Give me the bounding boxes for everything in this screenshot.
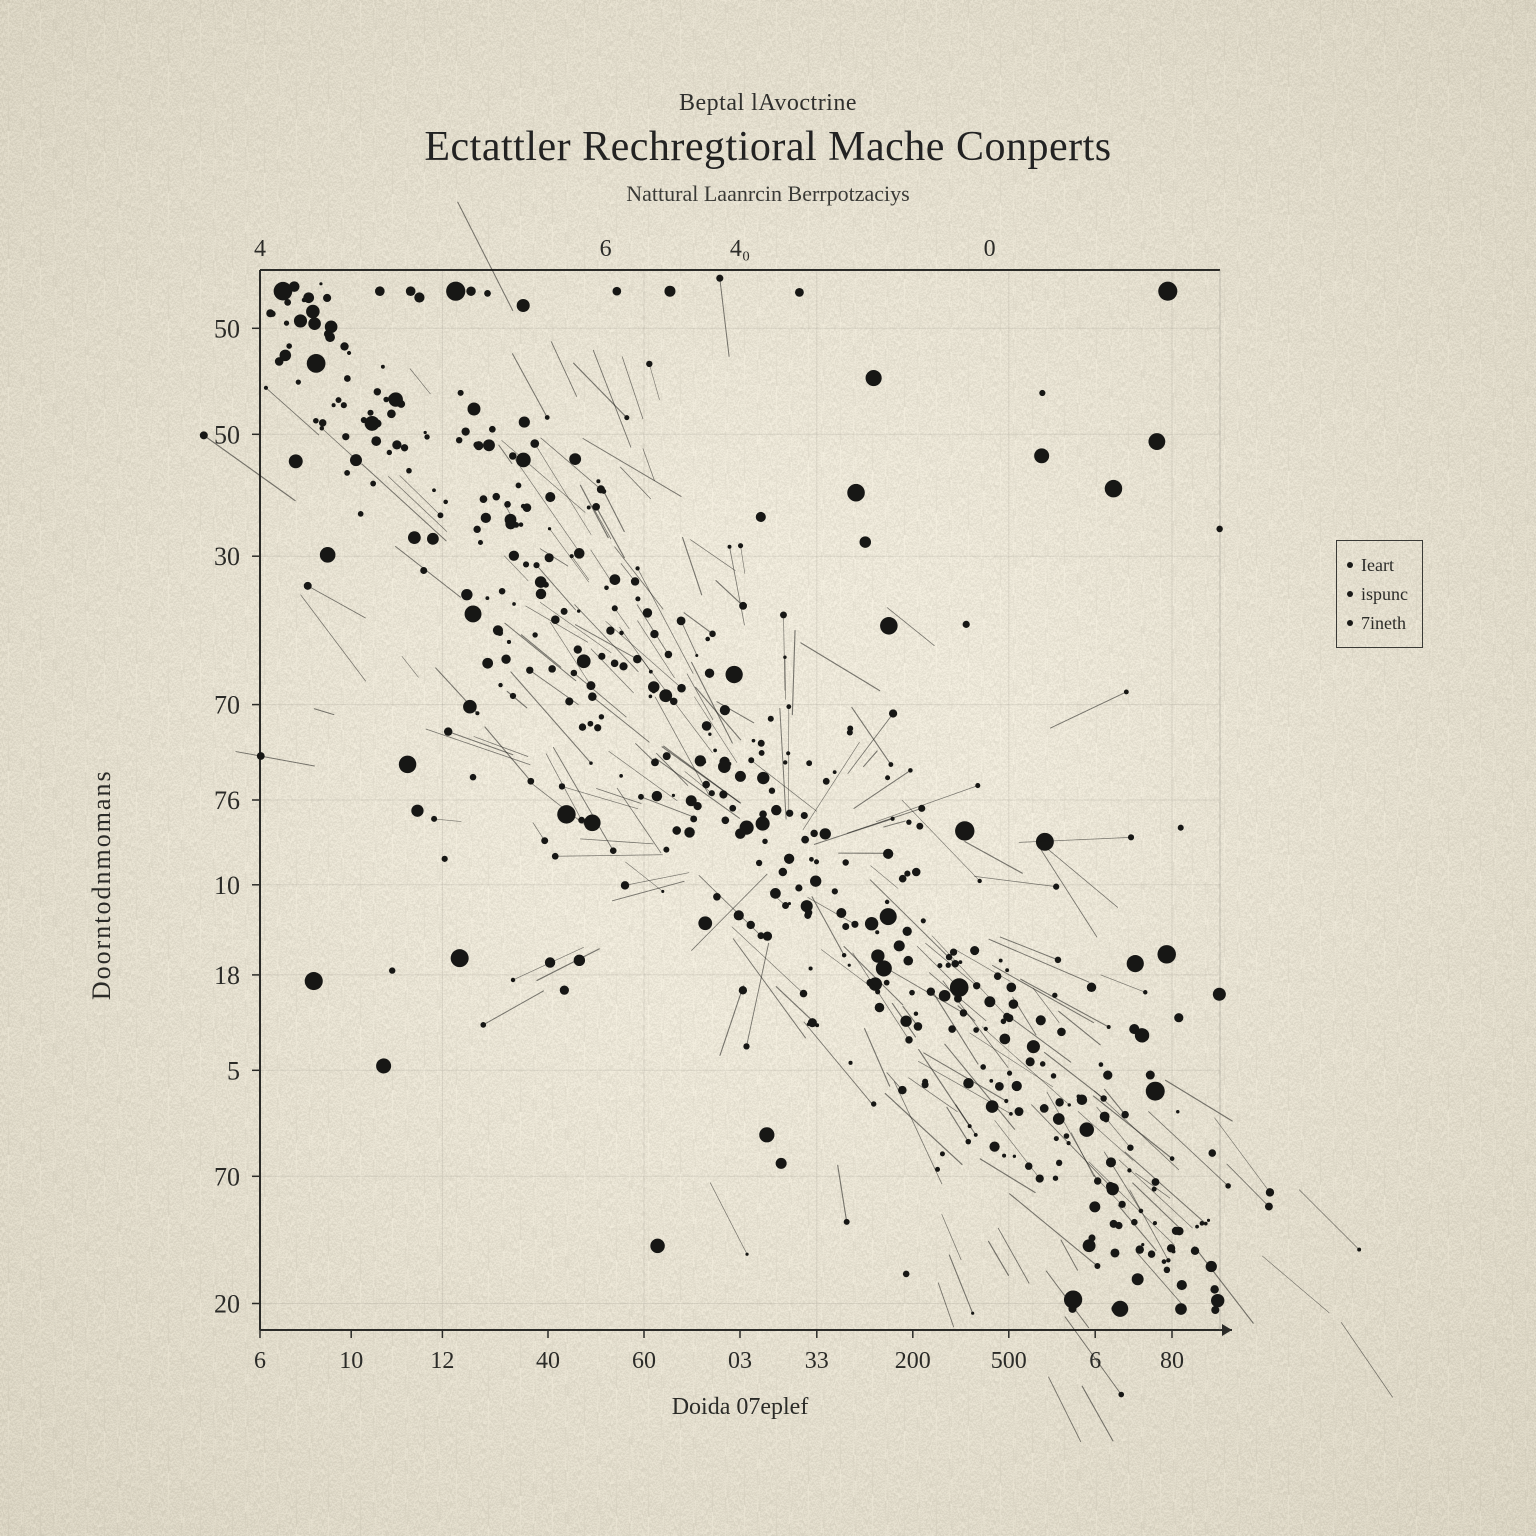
legend-marker-icon	[1347, 620, 1353, 626]
legend-label: 7ineth	[1361, 609, 1406, 638]
legend-marker-icon	[1347, 562, 1353, 568]
y-tick-label: 20	[214, 1290, 240, 1319]
top-tick-label: 0	[984, 236, 996, 262]
x-axis-arrow	[1222, 1324, 1232, 1336]
y-tick-label: 76	[214, 786, 240, 815]
top-tick-label: 6	[600, 236, 612, 262]
top-tick-label: 4₀	[730, 236, 750, 262]
scatter-points	[200, 275, 1361, 1398]
x-tick-label: 33	[805, 1348, 829, 1374]
y-tick-label: 10	[214, 871, 240, 900]
x-tick-label: 500	[991, 1348, 1027, 1374]
x-tick-label: 6	[254, 1348, 266, 1374]
legend-label: Ieart	[1361, 551, 1394, 580]
y-tick-label: 70	[214, 1162, 240, 1191]
x-tick-label: 80	[1160, 1348, 1184, 1374]
y-tick-label: 70	[214, 691, 240, 720]
y-tick-label: 5	[227, 1056, 240, 1085]
legend-item: 7ineth	[1347, 609, 1408, 638]
legend-item: ispunc	[1347, 580, 1408, 609]
scatter-streaks	[204, 202, 1393, 1441]
legend-marker-icon	[1347, 591, 1353, 597]
x-tick-label: 12	[430, 1348, 454, 1374]
legend-box: Ieartispunc7ineth	[1336, 540, 1423, 648]
x-tick-label: 60	[632, 1348, 656, 1374]
y-axis-title: Doorntodnmomans	[87, 769, 116, 1000]
x-axis-title: Doida 07eplef	[672, 1394, 809, 1420]
y-tick-label: 18	[214, 961, 240, 990]
top-tick-label: 4	[254, 236, 266, 262]
scatter-plot: 5050307076101857020610124060033320050068…	[0, 0, 1536, 1536]
legend-label: ispunc	[1361, 580, 1408, 609]
x-tick-label: 10	[339, 1348, 363, 1374]
legend-item: Ieart	[1347, 551, 1408, 580]
y-tick-label: 30	[214, 542, 240, 571]
y-tick-label: 50	[214, 314, 240, 343]
x-tick-label: 03	[728, 1348, 752, 1374]
x-tick-label: 200	[895, 1348, 931, 1374]
x-tick-label: 40	[536, 1348, 560, 1374]
